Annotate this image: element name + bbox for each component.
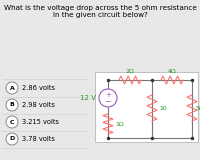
Text: +: + [105, 92, 111, 98]
Text: C: C [10, 120, 14, 124]
Text: 4Ω: 4Ω [168, 69, 176, 74]
Circle shape [6, 116, 18, 128]
Text: B: B [10, 103, 14, 108]
Circle shape [6, 82, 18, 94]
Bar [95, 72, 198, 142]
Circle shape [6, 133, 18, 145]
Text: −: − [104, 97, 112, 106]
Text: 2.98 volts: 2.98 volts [22, 102, 55, 108]
Text: 10: 10 [159, 105, 167, 111]
Text: 2.86 volts: 2.86 volts [22, 85, 55, 91]
Text: D: D [9, 136, 15, 141]
Text: 1Ω: 1Ω [115, 121, 124, 127]
Text: 2Ω: 2Ω [126, 69, 134, 74]
Text: 5Ω: 5Ω [196, 105, 200, 111]
Text: What is the voltage drop across the 5 ohm resistance in the given circuit below?: What is the voltage drop across the 5 oh… [4, 5, 196, 18]
Text: 3.78 volts: 3.78 volts [22, 136, 55, 142]
Text: A: A [10, 85, 14, 91]
Text: 3.215 volts: 3.215 volts [22, 119, 59, 125]
Text: 12 V: 12 V [80, 95, 96, 101]
Circle shape [6, 99, 18, 111]
